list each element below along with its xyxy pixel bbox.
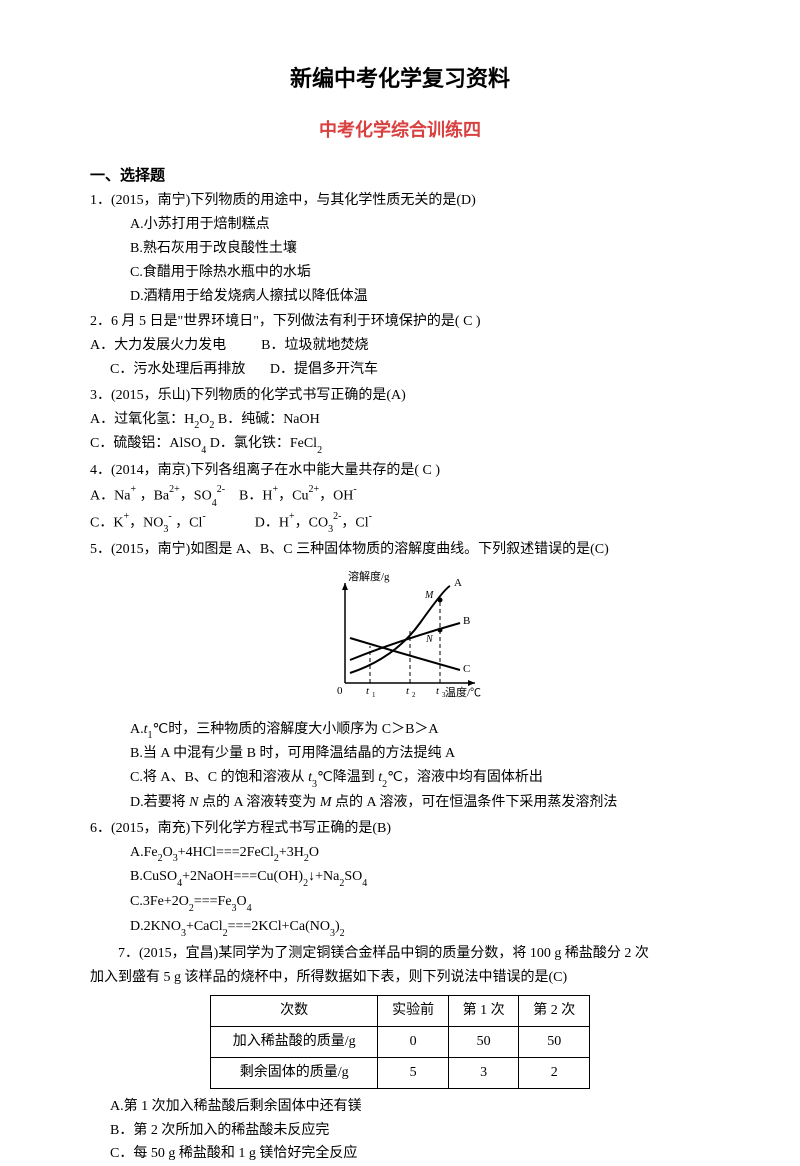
question-4: 4．(2014，南京)下列各组离子在水中能大量共存的是( C ) A．Na+ ，… [90,459,710,536]
q3-opt-b: B．纯碱：NaOH [214,412,319,427]
chart-t2s: 2 [412,691,416,699]
q3-d-sub: 2 [317,445,322,456]
data-table: 次数 实验前 第 1 次 第 2 次 加入稀盐酸的质量/g 0 50 50 剩余… [210,995,590,1088]
q1-stem: 1．(2015，南宁)下列物质的用途中，与其化学性质无关的是(D) [90,189,710,213]
chart-t3s: 3 [442,691,446,699]
th-times: 次数 [211,996,378,1027]
td-r2c2: 5 [378,1057,449,1088]
q2-opt-b: B．垃圾就地焚烧 [261,338,368,353]
td-r1c2: 0 [378,1027,449,1058]
q1-opt-b: B.熟石灰用于改良酸性土壤 [90,237,710,261]
question-5: 5．(2015，南宁)如图是 A、B、C 三种固体物质的溶解度曲线。下列叙述错误… [90,538,710,815]
chart-label-m: M [424,590,434,601]
subtitle: 中考化学综合训练四 [90,115,710,146]
q1-opt-d: D.酒精用于给发烧病人擦拭以降低体温 [90,285,710,309]
chart-ylabel: 溶解度/g [348,569,390,583]
section-1-header: 一、选择题 [90,164,710,190]
q3-d-pre: D．氯化铁：FeCl [206,436,317,451]
q5-a-t1: t [144,722,148,737]
q2-opt-ab: A．大力发展火力发电 B．垃圾就地焚烧 [90,334,710,358]
q6-opt-d: D.2KNO3+CaCl2===2KCl+Ca(NO3)2 [90,915,710,940]
q5-c-mid1: ℃降温到 [317,770,378,785]
chart-xlabel: 温度/℃ [445,685,481,699]
chart-origin: 0 [337,685,343,697]
q3-stem: 3．(2015，乐山)下列物质的化学式书写正确的是(A) [90,384,710,408]
q6-opt-c: C.3Fe+2O2===Fe3O4 [90,890,710,915]
question-2: 2．6 月 5 日是"世界环境日"，下列做法有利于环境保护的是( C ) A．大… [90,310,710,381]
solubility-chart: 溶解度/g 温度/℃ A B C M N 0 t 1 t 2 t 3 [90,568,710,712]
q5-a-sub: 1 [148,730,153,741]
q3-opt-ab: A．过氧化氢：H2O2 B．纯碱：NaOH [90,408,710,433]
main-title: 新编中考化学复习资料 [90,60,710,97]
q5-opt-b: B.当 A 中混有少量 B 时，可用降温结晶的方法提纯 A [90,742,710,766]
q5-stem: 5．(2015，南宁)如图是 A、B、C 三种固体物质的溶解度曲线。下列叙述错误… [90,538,710,562]
q2-opt-cd: C．污水处理后再排放 D．提倡多开汽车 [90,358,710,382]
q4-opt-cd: C．K+，NO3- ，Cl- D．H+，CO32-，Cl- [90,510,710,536]
chart-t1: t [366,685,370,697]
q7-opt-b: B．第 2 次所加入的稀盐酸未反应完 [90,1119,710,1143]
q2-stem: 2．6 月 5 日是"世界环境日"，下列做法有利于环境保护的是( C ) [90,310,710,334]
q5-d-mid1: 点的 A 溶液转变为 [198,795,319,810]
td-r2c3: 3 [448,1057,519,1088]
question-3: 3．(2015，乐山)下列物质的化学式书写正确的是(A) A．过氧化氢：H2O2… [90,384,710,457]
q3-a-pre: A．过氧化氢：H [90,412,194,427]
chart-label-a: A [454,577,462,589]
q3-a-sub2: 2 [209,420,214,431]
q1-opt-c: C.食醋用于除热水瓶中的水垢 [90,261,710,285]
q2-opt-a: A．大力发展火力发电 [90,338,226,353]
q4-stem: 4．(2014，南京)下列各组离子在水中能大量共存的是( C ) [90,459,710,483]
q5-d-m: M [320,795,335,810]
td-r1c4: 50 [519,1027,590,1058]
chart-svg: 溶解度/g 温度/℃ A B C M N 0 t 1 t 2 t 3 [310,568,490,703]
q7-opt-c: C．每 50 g 稀盐酸和 1 g 镁恰好完全反应 [90,1142,710,1166]
th-first: 第 1 次 [448,996,519,1027]
chart-label-n: N [425,634,434,645]
question-6: 6．(2015，南充)下列化学方程式书写正确的是(B) A.Fe2O3+4HCl… [90,817,710,940]
chart-t2: t [406,685,410,697]
q5-a-post: ℃时，三种物质的溶解度大小顺序为 C＞B＞A [153,722,439,737]
q5-opt-c: C.将 A、B、C 的饱和溶液从 t3℃降温到 t2℃，溶液中均有固体析出 [90,766,710,791]
q5-opt-d: D.若要将 N 点的 A 溶液转变为 M 点的 A 溶液，可在恒温条件下采用蒸发… [90,791,710,815]
q7-opt-a: A.第 1 次加入稀盐酸后剩余固体中还有镁 [90,1095,710,1119]
chart-label-c: C [463,663,470,675]
q1-opt-a: A.小苏打用于焙制糕点 [90,213,710,237]
table-row: 加入稀盐酸的质量/g 0 50 50 [211,1027,590,1058]
q7-stem-l2: 加入到盛有 5 g 该样品的烧杯中，所得数据如下表，则下列说法中错误的是(C) [90,966,710,990]
q2-opt-c: C．污水处理后再排放 [110,362,245,377]
th-second: 第 2 次 [519,996,590,1027]
q3-a-sub: 2 [194,420,199,431]
q3-opt-cd: C．硫酸铝：AlSO4 D．氯化铁：FeCl2 [90,432,710,457]
td-r2c4: 2 [519,1057,590,1088]
q2-opt-d: D．提倡多开汽车 [270,362,378,377]
q5-c-pre: C.将 A、B、C 的饱和溶液从 [130,770,308,785]
th-before: 实验前 [378,996,449,1027]
table-row: 剩余固体的质量/g 5 3 2 [211,1057,590,1088]
q3-c-pre: C．硫酸铝：AlSO [90,436,201,451]
q6-stem: 6．(2015，南充)下列化学方程式书写正确的是(B) [90,817,710,841]
q3-c-sub: 4 [201,445,206,456]
q5-opt-a: A.t1℃时，三种物质的溶解度大小顺序为 C＞B＞A [90,718,710,743]
q5-c-sub2: 2 [382,779,387,790]
chart-t3: t [436,685,440,697]
question-7: 7．(2015，宜昌)某同学为了测定铜镁合金样品中铜的质量分数，将 100 g … [90,942,710,1166]
table-row: 次数 实验前 第 1 次 第 2 次 [211,996,590,1027]
question-1: 1．(2015，南宁)下列物质的用途中，与其化学性质无关的是(D) A.小苏打用… [90,189,710,308]
q6-opt-b: B.CuSO4+2NaOH===Cu(OH)2↓+Na2SO4 [90,865,710,890]
chart-t1s: 1 [372,691,376,699]
td-r1c3: 50 [448,1027,519,1058]
q3-a-mid: O [199,412,209,427]
q4-opt-ab: A．Na+ ，Ba2+，SO42- B．H+，Cu2+，OH- [90,483,710,509]
q5-c-post: ℃，溶液中均有固体析出 [387,770,543,785]
q7-stem-l1: 7．(2015，宜昌)某同学为了测定铜镁合金样品中铜的质量分数，将 100 g … [90,942,710,966]
td-r2c1: 剩余固体的质量/g [211,1057,378,1088]
chart-label-b: B [463,615,470,627]
q5-a-pre: A. [130,722,144,737]
q5-d-pre: D.若要将 [130,795,189,810]
q5-c-sub3: 3 [312,779,317,790]
q5-d-post: 点的 A 溶液，可在恒温条件下采用蒸发溶剂法 [335,795,617,810]
td-r1c1: 加入稀盐酸的质量/g [211,1027,378,1058]
q6-opt-a: A.Fe2O3+4HCl===2FeCl2+3H2O [90,841,710,866]
